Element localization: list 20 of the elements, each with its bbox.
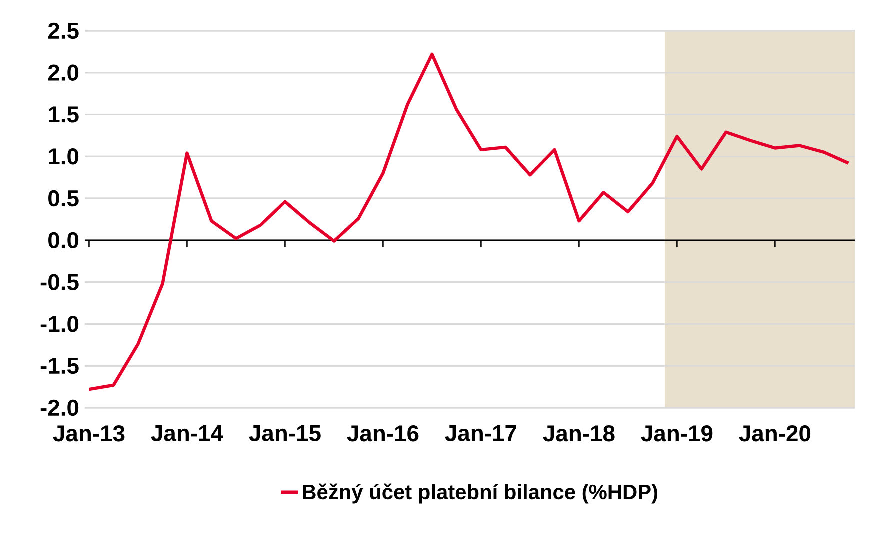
y-tick-label: 1.0 (49, 148, 79, 165)
line-series (88, 52, 850, 392)
x-tick-label: Jan-20 (739, 426, 811, 442)
x-tick-label: Jan-18 (543, 426, 615, 442)
y-tick-label: -1.0 (40, 316, 79, 332)
y-tick-label: 2.0 (48, 64, 79, 81)
y-tick-label: -1.5 (40, 358, 79, 374)
y-tick-label: -2.0 (40, 400, 79, 416)
y-tick-label: -0.5 (40, 274, 79, 290)
x-tick-label: Jan-15 (249, 426, 321, 442)
x-tick-label: Jan-16 (347, 426, 419, 442)
y-tick-label: 0.5 (48, 190, 79, 207)
x-tick-label: Jan-17 (445, 426, 516, 442)
y-tick-label: 2.5 (48, 22, 79, 40)
x-tick-label: Jan-19 (641, 426, 713, 442)
y-tick-label: 1.5 (49, 106, 79, 123)
y-tick-label: 0.0 (48, 232, 79, 249)
legend-label: Běžný účet platební bilance (%HDP) (303, 484, 658, 504)
x-tick-label: Jan-14 (151, 426, 224, 442)
x-tick-label: Jan-13 (53, 426, 125, 442)
